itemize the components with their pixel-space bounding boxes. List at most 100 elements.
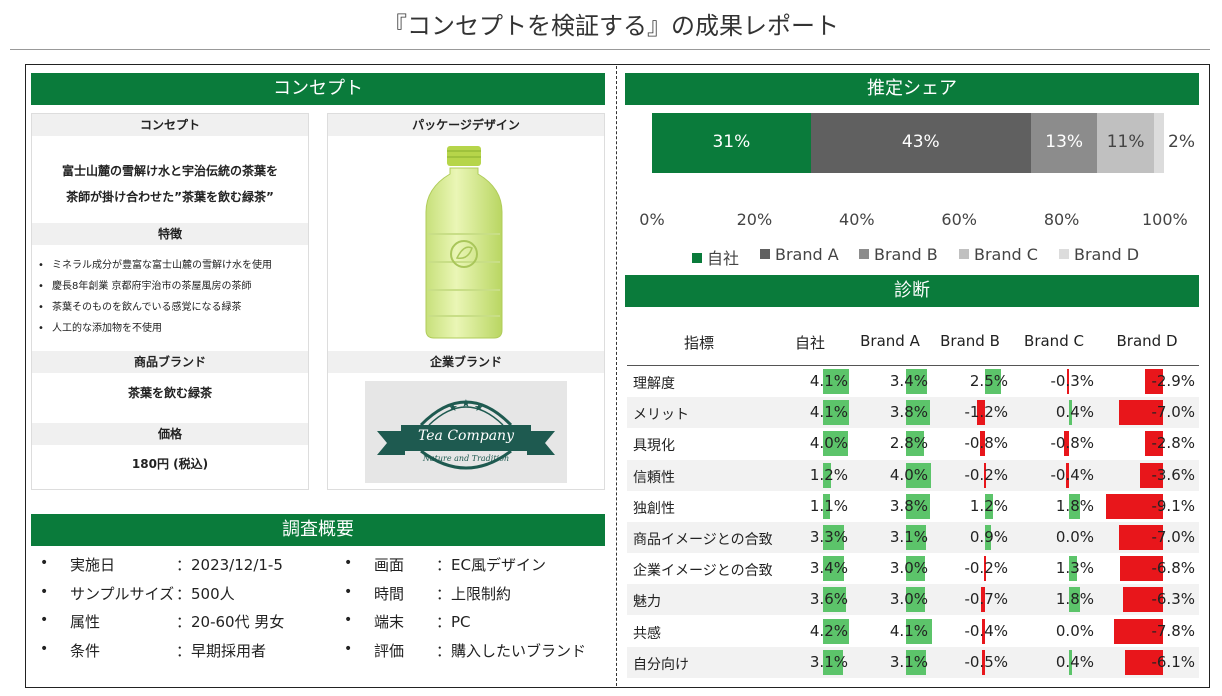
survey-value: ：500人	[176, 585, 235, 603]
diagnosis-bar	[1123, 587, 1163, 613]
diagnosis-bar	[985, 493, 993, 519]
diagnosis-row-label: 信頼性	[633, 469, 675, 486]
survey-label: 実施日	[70, 556, 116, 574]
share-tick-label: 0%	[639, 210, 665, 229]
diagnosis-column-header: Brand A	[860, 332, 920, 350]
diagnosis-row: 企業イメージとの合致 3.4% 3.0% -0.2% 1.3% -6.8%	[627, 553, 1199, 584]
diagnosis-bar	[823, 400, 849, 426]
survey-bullet: •	[344, 584, 353, 600]
diagnosis-header: 診断	[625, 275, 1199, 307]
diagnosis-bar	[981, 649, 985, 675]
legend-label: Brand B	[874, 245, 938, 264]
legend-label: Brand A	[775, 245, 839, 264]
diagnosis-bar	[906, 525, 926, 550]
diagnosis-value: 0.4%	[1055, 403, 1094, 422]
diagnosis-value: 1.2%	[809, 465, 848, 484]
diagnosis-value: 3.0%	[889, 559, 928, 578]
survey-value: ：上限制約	[436, 585, 512, 603]
diagnosis-value: -3.6%	[1151, 465, 1195, 484]
diagnosis-row: 具現化 4.0% 2.8% -0.8% -0.8% -2.8%	[627, 428, 1199, 459]
diagnosis-bar	[1145, 431, 1163, 457]
diagnosis-row-label: 自分向け	[633, 656, 689, 673]
diagnosis-bar	[979, 431, 985, 457]
diagnosis-value: -0.4%	[1050, 465, 1094, 484]
bottle-image	[425, 146, 503, 339]
report-frame	[25, 64, 1210, 688]
share-data-label: 2%	[1168, 132, 1195, 152]
diagnosis-row: 理解度 4.1% 3.4% 2.5% -0.3% -2.9%	[627, 366, 1199, 397]
concept-card: コンセプト 富士山麓の雪解け水と宇治伝統の茶葉を 茶師が掛け合わせた”茶葉を飲む…	[31, 113, 309, 490]
legend-swatch	[1059, 248, 1069, 259]
legend-label: Brand C	[974, 245, 1038, 264]
feature-item: 人工的な添加物を不使用	[38, 318, 308, 339]
page-title: 『コンセプトを検証する』の成果レポート	[383, 12, 839, 40]
package-card: パッケージデザイン 企業ブランド ★ ★ ★ Tea Co	[327, 113, 605, 490]
diagnosis-value: 0.0%	[1055, 528, 1094, 546]
diagnosis-bar	[982, 618, 985, 644]
diagnosis-value: 3.0%	[889, 590, 928, 609]
diagnosis-value: -0.3%	[1050, 372, 1094, 390]
diagnosis-value: -0.2%	[964, 559, 1008, 578]
share-legend-item: Brand B	[859, 245, 938, 264]
survey-bullet: •	[344, 555, 353, 571]
survey-bullet: •	[344, 612, 353, 628]
diagnosis-row-label: 共感	[633, 625, 661, 642]
diagnosis-bar	[1066, 462, 1069, 488]
legend-swatch	[959, 248, 969, 259]
diagnosis-value: 3.1%	[889, 528, 928, 546]
diagnosis-row-label: 理解度	[633, 376, 675, 392]
company-logo: ★ ★ ★ Tea Company Nature and Tradition	[365, 381, 567, 483]
diagnosis-bar	[823, 649, 843, 675]
diagnosis-value: 0.0%	[1055, 621, 1094, 640]
diagnosis-value: 3.4%	[809, 559, 848, 578]
diagnosis-bar	[906, 587, 925, 613]
diagnosis-bar	[823, 369, 849, 394]
diagnosis-bar	[985, 369, 1001, 394]
diagnosis-bar	[906, 556, 925, 582]
diagnosis-bar	[1118, 400, 1163, 426]
diagnosis-value: 3.8%	[889, 403, 928, 422]
diagnosis-bar	[985, 525, 991, 550]
survey-bullet: •	[40, 612, 49, 628]
diagnosis-value: 1.8%	[1055, 496, 1094, 515]
diagnosis-column-header: Brand B	[940, 332, 1000, 350]
diagnosis-bar	[823, 431, 849, 457]
concept-line-1: 富士山麓の雪解け水と宇治伝統の茶葉を	[61, 164, 278, 178]
diagnosis-bar	[823, 493, 830, 519]
survey-value: ：20-60代 男女	[176, 613, 285, 631]
survey-bullet: •	[40, 555, 49, 571]
diagnosis-value: 3.1%	[809, 652, 848, 671]
share-bar-segment	[652, 113, 811, 173]
diagnosis-value: 4.0%	[809, 434, 848, 453]
diagnosis-bar	[823, 587, 846, 613]
survey-label: 時間	[374, 585, 405, 603]
survey-value: ：購入したいブランド	[436, 642, 587, 660]
diagnosis-bar	[906, 618, 932, 644]
diagnosis-value: -7.8%	[1151, 621, 1195, 640]
diagnosis-bar	[823, 462, 831, 488]
survey-bullet: •	[344, 641, 353, 657]
survey-label: 属性	[70, 613, 101, 631]
survey-header: 調査概要	[31, 514, 605, 546]
diagnosis-value: 1.2%	[969, 496, 1008, 515]
diagnosis-bar	[906, 431, 924, 457]
diagnosis-value: 0.4%	[1055, 652, 1094, 671]
diagnosis-row-label: 具現化	[633, 438, 675, 455]
diagnosis-header-rule	[627, 365, 1199, 366]
legend-swatch	[859, 248, 869, 259]
concept-text: 富士山麓の雪解け水と宇治伝統の茶葉を 茶師が掛け合わせた”茶葉を飲む緑茶”	[32, 136, 308, 210]
diagnosis-bar	[1069, 400, 1072, 426]
diagnosis-row-label: 商品イメージとの合致	[633, 532, 773, 548]
survey-value: ：EC風デザイン	[436, 556, 546, 574]
diagnosis-value: 1.1%	[809, 496, 848, 515]
diagnosis-value: 4.1%	[889, 621, 928, 640]
svg-text:★: ★	[474, 401, 484, 414]
diagnosis-bar	[1124, 649, 1163, 675]
survey-bullet: •	[40, 584, 49, 600]
concept-line-2: 茶師が掛け合わせた”茶葉を飲む緑茶”	[66, 190, 274, 204]
diagnosis-value: 4.2%	[809, 621, 848, 640]
diagnosis-value: -6.8%	[1151, 559, 1195, 578]
features-head: 特徴	[32, 223, 308, 245]
concept-card-head: コンセプト	[32, 114, 308, 136]
diagnosis-value: -7.0%	[1151, 528, 1195, 546]
